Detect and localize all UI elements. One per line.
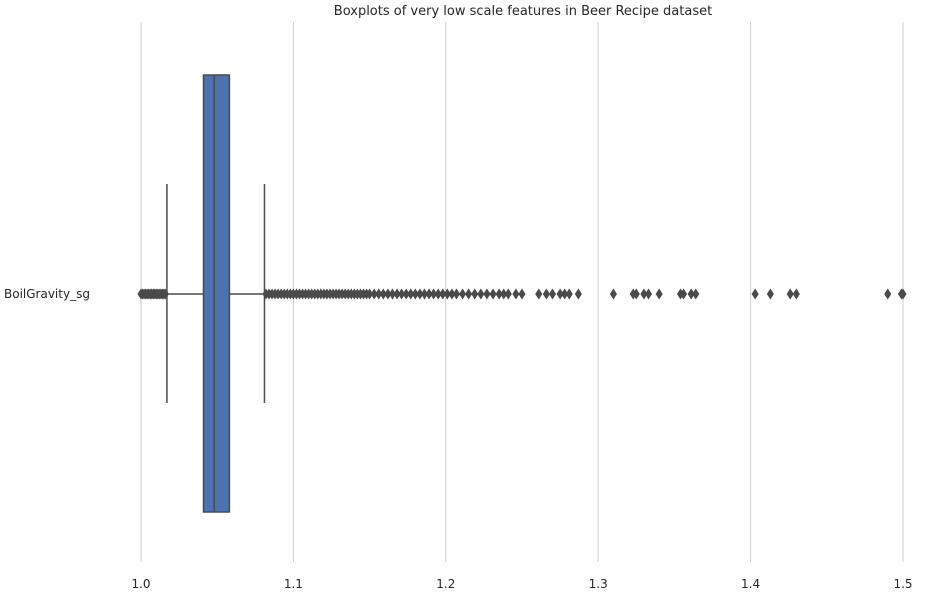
outlier-point-83 [542,288,550,300]
outlier-point-102 [792,288,800,300]
iqr-box [202,74,231,513]
outlier-point-99 [751,288,759,300]
outlier-point-82 [535,288,543,300]
outlier-point-103 [884,288,892,300]
outlier-point-84 [548,288,557,300]
outlier-point-75 [483,288,491,300]
outlier-point-73 [471,288,479,300]
category-label-0: BoilGravity_sg [4,287,90,301]
outlier-point-100 [766,288,774,300]
outlier-point-16 [161,288,169,300]
x-tick-label-1: 1.1 [284,577,303,591]
outlier-point-74 [477,288,485,300]
outlier-point-72 [465,288,473,300]
outlier-point-88 [574,288,582,300]
outlier-point-93 [644,288,653,300]
outlier-point-89 [609,288,617,300]
outlier-point-76 [489,288,497,300]
outlier-point-70 [452,288,461,300]
outlier-point-87 [565,288,573,300]
x-tick-label-0: 1.0 [131,577,150,591]
x-tick-label-2: 1.2 [436,577,455,591]
outlier-point-98 [692,288,700,300]
outliers [137,288,907,300]
x-tick-label-3: 1.3 [589,577,608,591]
outlier-point-71 [459,288,467,300]
category-labels: BoilGravity_sg [4,287,90,301]
box-layer [166,74,266,513]
outlier-point-105 [899,288,907,300]
chart-title: Boxplots of very low scale features in B… [334,4,712,19]
outlier-point-79 [504,288,512,300]
outlier-point-101 [786,288,794,300]
outlier-point-94 [655,288,663,300]
x-tick-labels: 1.0 1.1 1.2 1.3 1.4 1.5 [131,577,912,591]
outlier-point-80 [512,288,520,300]
outlier-point-81 [518,288,526,300]
x-tick-label-4: 1.4 [741,577,760,591]
outlier-point-91 [632,288,640,300]
x-tick-label-5: 1.5 [893,577,912,591]
outlier-point-96 [679,288,688,300]
